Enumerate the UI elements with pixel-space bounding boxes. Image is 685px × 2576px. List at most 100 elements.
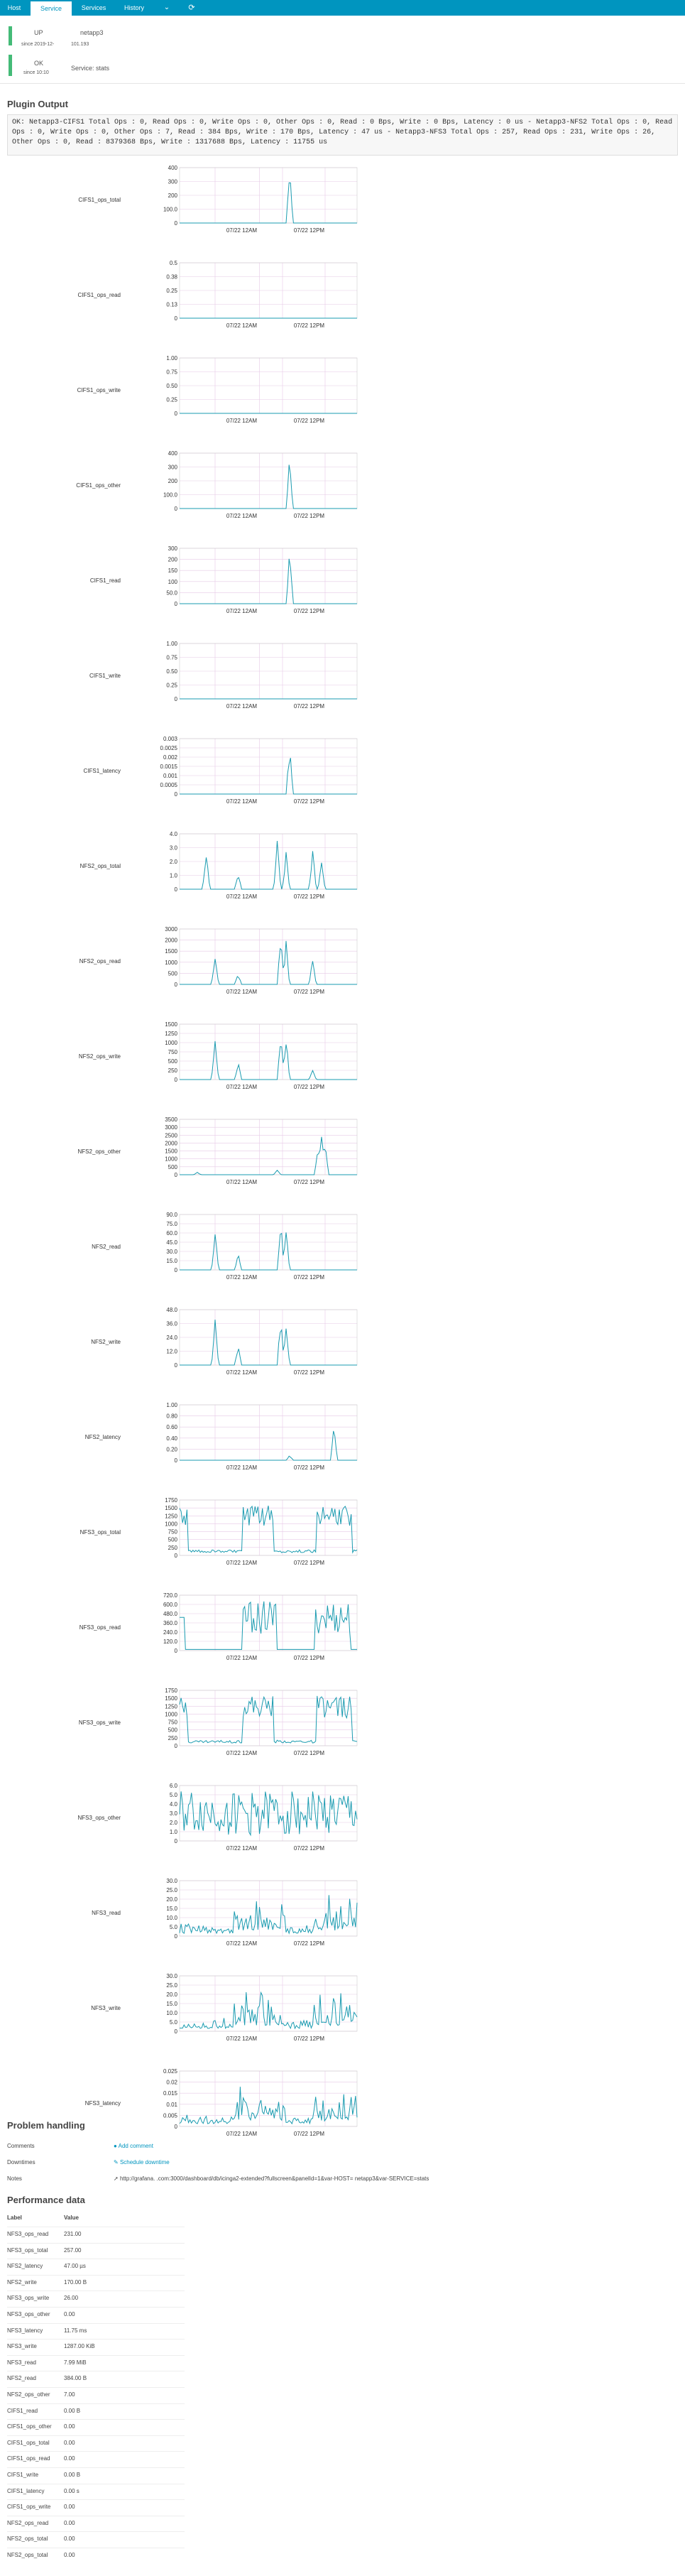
y-tick-label: 0 xyxy=(175,220,178,227)
graph-label: CIFS1_ops_other xyxy=(76,482,121,489)
y-tick-label: 30.0 xyxy=(166,1249,177,1255)
y-tick-label: 5.0 xyxy=(170,1792,178,1798)
comment-icon: ● xyxy=(114,2143,119,2149)
x-tick-label: 07/22 12AM xyxy=(226,608,257,614)
x-tick-label: 07/22 12AM xyxy=(226,418,257,424)
plot-frame xyxy=(179,928,358,985)
perf-row-divider xyxy=(7,2290,185,2292)
notes-link[interactable]: ➚ http://grafana. .com:3000/dashboard/db… xyxy=(114,2175,674,2182)
perf-row-label: CIFS1_ops_other xyxy=(7,2423,52,2430)
y-tick-label: 0.025 xyxy=(163,2068,178,2075)
refresh-icon[interactable]: ⟳ xyxy=(188,4,195,12)
graph-NFS2_ops_total: 4.0 3.0 2.0 1.0 0 07/22 12AM 07/22 12PM xyxy=(170,831,358,900)
series-line xyxy=(180,757,357,795)
series-line xyxy=(180,1040,357,1080)
y-tick-label: 15.0 xyxy=(166,1258,177,1264)
tab-history[interactable]: History xyxy=(124,4,144,11)
y-tick-label: 100 xyxy=(168,579,178,585)
tab-host[interactable]: Host xyxy=(7,4,21,11)
graph-CIFS1_latency: 0.003 0.0025 0.002 0.0015 0.001 0.0005 0 07/22 … xyxy=(160,736,358,805)
y-tick-label: 0 xyxy=(175,1743,178,1749)
plot-frame xyxy=(179,1690,358,1746)
x-tick-label: 07/22 12PM xyxy=(294,2131,324,2137)
y-tick-label: 90.0 xyxy=(166,1212,177,1218)
y-tick-label: 1.0 xyxy=(170,873,178,879)
header-divider xyxy=(0,83,685,84)
chevron-down-icon[interactable]: ⌄ xyxy=(163,4,170,11)
graph-CIFS1_ops_read: 0.5 0.38 0.25 0.13 0 07/22 12AM 07/22 12PM xyxy=(166,260,358,329)
y-tick-label: 0.75 xyxy=(166,655,177,661)
perf-row-value: 0.00 xyxy=(64,2455,75,2462)
plot-frame xyxy=(179,2070,358,2127)
perf-row-label: NFS3_ops_read xyxy=(7,2231,49,2237)
graph-label: NFS3_write xyxy=(91,2005,121,2011)
perf-row-divider xyxy=(7,2387,185,2388)
schedule-downtime-link[interactable]: ✎ Schedule downtime xyxy=(114,2159,170,2165)
y-tick-label: 3000 xyxy=(165,1124,177,1131)
y-tick-label: 1500 xyxy=(165,1021,177,1028)
y-tick-label: 15.0 xyxy=(166,2001,177,2007)
perf-row-divider xyxy=(7,2307,185,2308)
perf-row-value: 384.00 B xyxy=(64,2375,87,2382)
service-state-bar xyxy=(9,55,12,76)
tab-service[interactable]: Service xyxy=(31,1,72,16)
y-tick-label: 75.0 xyxy=(166,1221,177,1227)
y-tick-label: 500 xyxy=(168,1727,178,1734)
y-tick-label: 48.0 xyxy=(166,1307,177,1313)
x-tick-label: 07/22 12PM xyxy=(294,798,324,805)
perf-row-label: NFS2_read xyxy=(7,2375,36,2382)
y-tick-label: 25.0 xyxy=(166,1887,177,1893)
perf-row-value: 47.00 µs xyxy=(64,2263,86,2270)
y-tick-label: 1250 xyxy=(165,1703,177,1710)
perf-row-value: 0.00 xyxy=(64,2504,75,2511)
perf-row-value: 7.00 xyxy=(64,2391,75,2398)
y-tick-label: 1.00 xyxy=(166,641,177,647)
perf-row-value: 0.00 xyxy=(64,2423,75,2430)
y-tick-label: 0 xyxy=(175,411,178,417)
graph-NFS3_read: 30.0 25.0 20.0 15.0 10.0 5.0 0 07/22 12AM 07/22 … xyxy=(166,1878,358,1947)
add-comment-link[interactable]: ● Add comment xyxy=(114,2143,153,2149)
y-tick-label: 4.0 xyxy=(170,831,178,837)
graph-label: NFS2_ops_write xyxy=(78,1053,121,1060)
tab-services[interactable]: Services xyxy=(81,4,106,11)
y-tick-label: 750 xyxy=(168,1529,178,1536)
perf-row-label: CIFS1_ops_total xyxy=(7,2439,50,2446)
perf-row-label: CIFS1_ops_read xyxy=(7,2455,50,2462)
x-tick-label: 07/22 12AM xyxy=(226,1179,257,1185)
x-tick-label: 07/22 12PM xyxy=(294,322,324,329)
host-name[interactable]: netapp3 xyxy=(80,29,104,36)
x-tick-label: 07/22 12AM xyxy=(226,1369,257,1376)
y-tick-label: 250 xyxy=(168,1067,178,1074)
x-tick-label: 07/22 12AM xyxy=(226,322,257,329)
y-tick-label: 0.40 xyxy=(166,1435,177,1442)
y-tick-label: 30.0 xyxy=(166,1973,177,1979)
series-line xyxy=(180,182,357,224)
series-line xyxy=(180,940,357,985)
perf-row-divider xyxy=(7,2499,185,2501)
series-line xyxy=(180,1232,357,1271)
series-line xyxy=(180,840,357,891)
y-tick-label: 0.003 xyxy=(163,736,178,742)
perf-row-value: 7.99 MiB xyxy=(64,2359,87,2366)
perf-row-divider xyxy=(7,2435,185,2436)
perf-row-label: CIFS1_latency xyxy=(7,2487,45,2494)
y-tick-label: 0.60 xyxy=(166,1424,177,1430)
x-tick-label: 07/22 12AM xyxy=(226,2036,257,2042)
graph-CIFS1_ops_other: 400 300 200 100.0 0 07/22 12AM 07/22 12PM xyxy=(163,450,358,519)
y-tick-label: 120.0 xyxy=(163,1638,178,1645)
y-tick-label: 1500 xyxy=(165,1148,177,1155)
perf-row-label: NFS2_latency xyxy=(7,2263,43,2270)
perf-row-divider xyxy=(7,2419,185,2420)
y-tick-label: 50.0 xyxy=(166,589,177,596)
y-tick-label: 250 xyxy=(168,1735,178,1741)
graph-label: CIFS1_ops_write xyxy=(77,387,121,393)
y-tick-label: 0.02 xyxy=(166,2080,177,2086)
plot-frame xyxy=(179,548,358,604)
x-tick-label: 07/22 12PM xyxy=(294,513,324,519)
y-tick-label: 0.50 xyxy=(166,668,177,675)
perf-row-label: NFS3_write xyxy=(7,2343,37,2350)
y-tick-label: 300 xyxy=(168,464,178,471)
notes-label: Notes xyxy=(7,2175,22,2182)
y-tick-label: 480.0 xyxy=(163,1611,178,1617)
